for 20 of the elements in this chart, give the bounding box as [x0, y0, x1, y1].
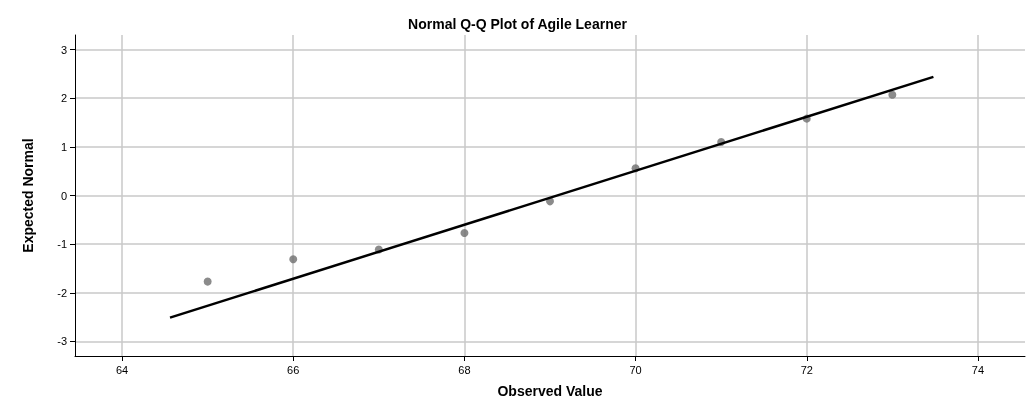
y-tick-label: 0	[60, 189, 67, 202]
y-tick-label: 2	[60, 92, 67, 105]
point	[289, 255, 298, 264]
x-tick-label: 70	[629, 363, 642, 376]
x-tick-label: 68	[458, 363, 471, 376]
y-tick-label: -1	[57, 238, 67, 251]
y-tick-label: -3	[57, 335, 67, 348]
y-tick-label: -2	[57, 286, 67, 299]
point	[888, 90, 897, 99]
y-tick-label: 1	[60, 140, 67, 153]
x-tick-label: 72	[800, 363, 813, 376]
x-tick-label: 66	[287, 363, 300, 376]
x-tick-label: 74	[971, 363, 985, 376]
y-axis-title: Expected Normal	[20, 138, 36, 253]
point	[460, 228, 469, 237]
x-axis-title: Observed Value	[497, 383, 603, 399]
y-tick-label: 3	[60, 43, 67, 56]
point	[203, 277, 212, 286]
x-tick-label: 64	[115, 363, 129, 376]
chart-title: Normal Q-Q Plot of Agile Learner	[408, 16, 628, 32]
